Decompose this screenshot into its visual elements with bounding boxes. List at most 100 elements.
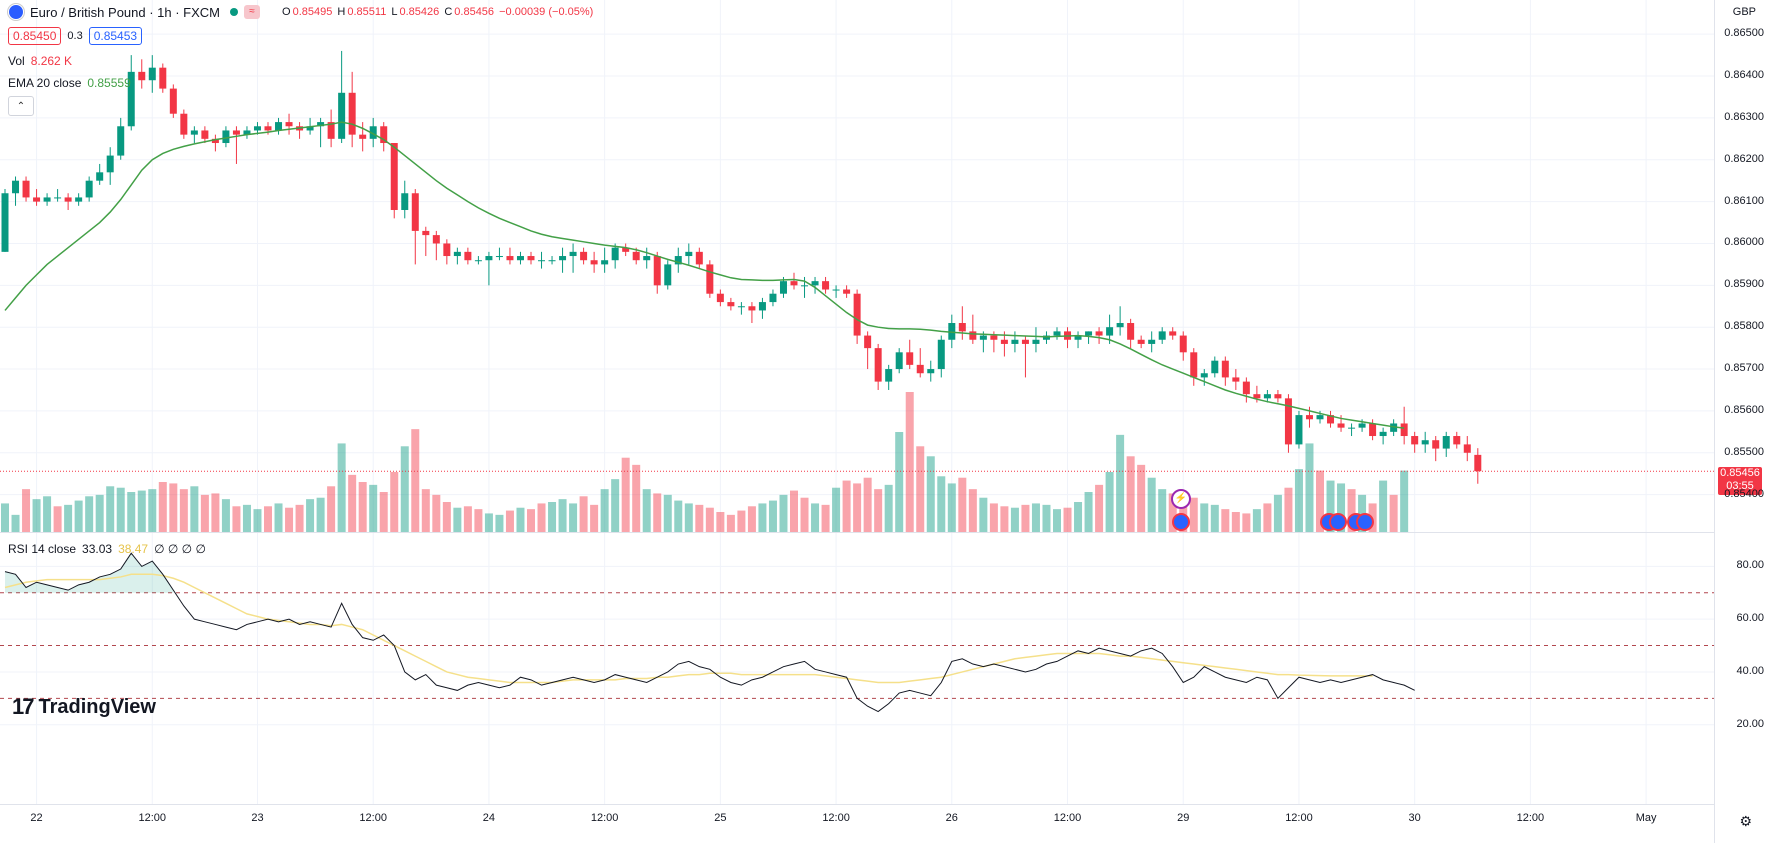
candle-body [569,251,577,257]
candle-body [422,230,430,236]
candle-body [538,260,546,262]
volume-bar [674,500,683,532]
volume-bar [1316,470,1324,532]
volume-bar [811,503,820,532]
candle-body [958,323,966,332]
compare-icon[interactable]: ≈ [244,5,261,19]
economic-event-icon[interactable] [1172,513,1190,531]
candle-body [1042,335,1050,340]
lightning-event-icon[interactable]: ⚡ [1171,489,1191,509]
candle-body [327,122,335,139]
volume-bar [1137,464,1146,532]
volume-bar [800,497,809,532]
settings-icon[interactable]: ⚙ [1739,813,1752,829]
price-tick-label: 0.85400 [1724,487,1764,500]
candle-body [464,251,472,261]
bid-price-button[interactable]: 0.85450 [8,27,62,45]
candle-body [1137,339,1145,344]
price-axis[interactable] [1714,0,1768,843]
candle-body [1253,394,1261,399]
volume-bar [905,392,914,532]
candle-body [306,126,314,131]
volume-bar [190,486,199,532]
candle-body [54,197,62,199]
volume-bar [253,509,262,532]
volume-bar [1084,492,1093,532]
volume-bar [1210,504,1219,532]
candle-body [12,180,20,194]
volume-bar [842,480,851,532]
candle-body [190,130,198,135]
volume-bar [1000,506,1009,532]
volume-bar [11,514,20,532]
price-tick-label: 0.86000 [1724,236,1764,249]
ema-legend[interactable]: EMA 20 close 0.85559 [8,76,131,90]
candle-body [1221,360,1229,378]
candle-body [117,126,125,156]
volume-bar [95,494,104,532]
volume-bar [463,506,472,532]
volume-bar [348,474,357,532]
volume-bar [832,487,841,532]
economic-event-icon[interactable] [1356,513,1374,531]
currency-label[interactable]: GBP [1732,6,1756,18]
price-tick-label: 0.86300 [1724,110,1764,123]
candle-body [411,193,419,231]
candle-body [1400,423,1408,437]
volume-bar [1347,489,1356,532]
volume-bar [327,486,336,532]
economic-event-icon[interactable] [1329,513,1347,531]
candle-body [1053,331,1061,336]
price-tick-label: 0.86100 [1724,194,1764,207]
candle-body [180,113,188,135]
volume-bar [1010,507,1019,532]
volume-bar [390,472,399,532]
symbol-legend[interactable]: Euro / British Pound · 1h · FXCM ≈ O 0.85… [8,4,593,20]
volume-legend[interactable]: Vol 8.262 K [8,54,72,68]
volume-bar [548,502,557,532]
volume-bar [53,506,62,532]
volume-bar [516,507,525,532]
candle-body [685,251,693,257]
tradingview-logo[interactable]: 17 TradingView [12,694,156,720]
candle-body [1327,415,1335,424]
candle-body [211,138,219,144]
candle-body [1337,423,1345,428]
rsi-label: RSI 14 close [8,542,77,556]
candle-body [1474,454,1482,472]
candle-body [127,71,135,127]
candle-body [906,352,914,365]
ask-price-button[interactable]: 0.85453 [88,27,143,45]
candlesticks [1,50,1482,484]
volume-bar [505,510,514,532]
volume-bar [232,506,241,532]
market-status-icon [230,8,239,16]
candle-body [1,193,9,252]
volume-bar [790,490,798,532]
candle-body [369,126,377,139]
symbol-title[interactable]: Euro / British Pound · 1h · FXCM [30,4,221,20]
candle-body [611,247,619,261]
tradingview-icon: 17 [12,694,35,719]
candle-body [706,264,714,294]
time-tick-label: 25 [714,812,727,824]
volume-bar [916,446,925,532]
candle-body [243,130,251,135]
candle-body [106,155,114,173]
volume-bar [484,513,493,532]
volume-bar [1116,434,1125,532]
candle-body [916,364,924,374]
candle-body [264,126,272,131]
candle-body [1085,331,1093,336]
volume-bar [432,494,441,532]
candle-body [716,293,724,303]
candle-body [1316,415,1324,420]
rsi-legend[interactable]: RSI 14 close 33.03 38.47 ∅ ∅ ∅ ∅ [8,542,206,556]
volume-bar [1221,509,1230,532]
collapse-legend-button[interactable]: ⌃ [8,96,34,116]
candle-body [590,260,598,265]
candle-body [1242,381,1250,395]
candle-body [643,256,651,261]
ohlc-values: O 0.85495 H 0.85511 L 0.85426 C 0.85456 −0.0… [282,6,594,18]
